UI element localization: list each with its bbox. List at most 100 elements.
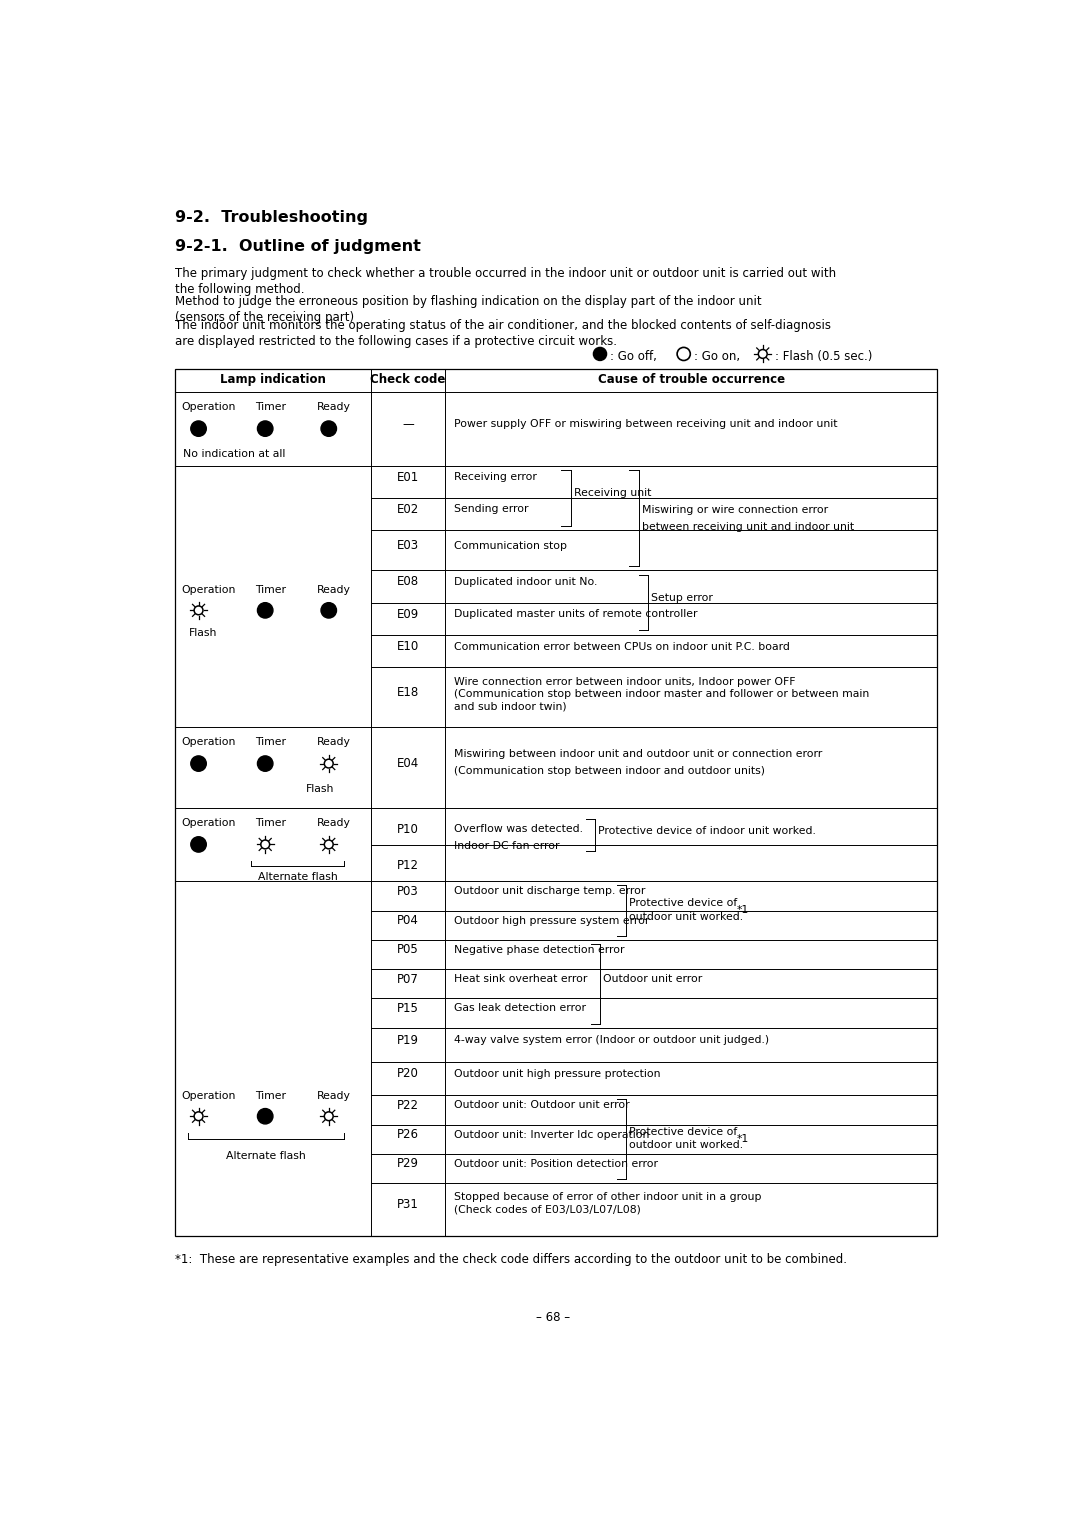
Circle shape	[191, 837, 206, 852]
Text: between receiving unit and indoor unit: between receiving unit and indoor unit	[642, 522, 854, 532]
Text: E10: E10	[396, 640, 419, 653]
Text: Check code: Check code	[370, 374, 445, 386]
Text: E03: E03	[396, 540, 419, 552]
Text: Timer: Timer	[255, 403, 286, 412]
Text: Flash: Flash	[189, 628, 218, 637]
Text: P29: P29	[396, 1157, 419, 1171]
Text: Operation: Operation	[181, 586, 235, 595]
Text: *1:  These are representative examples and the check code differs according to t: *1: These are representative examples an…	[175, 1252, 848, 1266]
Text: Overflow was detected.: Overflow was detected.	[455, 824, 583, 834]
Text: : Flash (0.5 sec.): : Flash (0.5 sec.)	[775, 351, 873, 363]
Text: *1: *1	[738, 1133, 750, 1144]
Text: Gas leak detection error: Gas leak detection error	[455, 1003, 586, 1014]
Text: P15: P15	[396, 1002, 419, 1016]
Text: P26: P26	[396, 1128, 419, 1141]
Text: E04: E04	[396, 756, 419, 770]
Text: Duplicated master units of remote controller: Duplicated master units of remote contro…	[455, 608, 698, 619]
Circle shape	[593, 348, 607, 360]
Text: Outdoor unit discharge temp. error: Outdoor unit discharge temp. error	[455, 886, 646, 897]
Circle shape	[321, 421, 337, 436]
Text: Heat sink overheat error: Heat sink overheat error	[455, 974, 588, 984]
Text: Method to judge the erroneous position by flashing indication on the display par: Method to judge the erroneous position b…	[175, 294, 761, 323]
Text: P10: P10	[396, 824, 419, 836]
Text: outdoor unit worked.: outdoor unit worked.	[630, 912, 743, 921]
Text: Ready: Ready	[318, 1090, 351, 1101]
Text: Receiving unit: Receiving unit	[573, 488, 651, 499]
Text: : Go on,: : Go on,	[693, 351, 740, 363]
Text: P07: P07	[396, 973, 419, 985]
Text: 9-2-1.  Outline of judgment: 9-2-1. Outline of judgment	[175, 239, 421, 255]
Text: Outdoor unit: Position detection error: Outdoor unit: Position detection error	[455, 1159, 659, 1170]
Text: Alternate flash: Alternate flash	[258, 872, 338, 881]
Text: Power supply OFF or miswiring between receiving unit and indoor unit: Power supply OFF or miswiring between re…	[455, 419, 838, 430]
Text: E01: E01	[396, 471, 419, 483]
Text: E18: E18	[396, 686, 419, 700]
Text: P19: P19	[396, 1034, 419, 1046]
Text: Timer: Timer	[255, 1090, 286, 1101]
Text: No indication at all: No indication at all	[183, 448, 285, 459]
Text: Alternate flash: Alternate flash	[226, 1151, 306, 1161]
Text: Timer: Timer	[255, 819, 286, 828]
Text: Protective device of indoor unit worked.: Protective device of indoor unit worked.	[598, 825, 816, 836]
Circle shape	[191, 421, 206, 436]
Text: outdoor unit worked.: outdoor unit worked.	[630, 1141, 743, 1150]
Text: Ready: Ready	[318, 403, 351, 412]
Circle shape	[257, 421, 273, 436]
Text: Operation: Operation	[181, 819, 235, 828]
Text: P05: P05	[397, 944, 419, 956]
Text: Receiving error: Receiving error	[455, 473, 537, 482]
Circle shape	[257, 756, 273, 772]
Text: Outdoor unit error: Outdoor unit error	[603, 974, 702, 984]
Text: Ready: Ready	[318, 586, 351, 595]
Text: 9-2.  Troubleshooting: 9-2. Troubleshooting	[175, 210, 368, 226]
Text: P20: P20	[396, 1068, 419, 1080]
Text: Operation: Operation	[181, 1090, 235, 1101]
Text: Operation: Operation	[181, 403, 235, 412]
Text: Lamp indication: Lamp indication	[220, 374, 326, 386]
Text: Stopped because of error of other indoor unit in a group
(Check codes of E03/L03: Stopped because of error of other indoor…	[455, 1193, 761, 1215]
Text: Outdoor unit: Inverter Idc operation: Outdoor unit: Inverter Idc operation	[455, 1130, 650, 1139]
Text: Flash: Flash	[306, 784, 334, 793]
Text: Protective device of: Protective device of	[630, 1127, 738, 1136]
Text: Sending error: Sending error	[455, 505, 529, 514]
Text: Communication error between CPUs on indoor unit P.C. board: Communication error between CPUs on indo…	[455, 642, 791, 651]
Text: P31: P31	[396, 1197, 419, 1211]
Text: Outdoor high pressure system error: Outdoor high pressure system error	[455, 915, 650, 926]
Text: P04: P04	[396, 913, 419, 927]
Text: Miswiring or wire connection error: Miswiring or wire connection error	[642, 505, 828, 515]
Circle shape	[257, 1109, 273, 1124]
Text: Cause of trouble occurrence: Cause of trouble occurrence	[597, 374, 785, 386]
Text: The primary judgment to check whether a trouble occurred in the indoor unit or o: The primary judgment to check whether a …	[175, 267, 836, 296]
Text: E02: E02	[396, 503, 419, 515]
Text: Outdoor unit high pressure protection: Outdoor unit high pressure protection	[455, 1069, 661, 1078]
Text: Indoor DC fan error: Indoor DC fan error	[455, 840, 559, 851]
Circle shape	[257, 602, 273, 618]
Text: Setup error: Setup error	[651, 593, 713, 602]
Text: Ready: Ready	[318, 738, 351, 747]
Text: Operation: Operation	[181, 738, 235, 747]
Text: Ready: Ready	[318, 819, 351, 828]
Text: P03: P03	[397, 884, 419, 898]
Text: Miswiring between indoor unit and outdoor unit or connection erorr: Miswiring between indoor unit and outdoo…	[455, 749, 823, 759]
Text: Timer: Timer	[255, 738, 286, 747]
Text: – 68 –: – 68 –	[537, 1312, 570, 1324]
Text: Wire connection error between indoor units, Indoor power OFF
(Communication stop: Wire connection error between indoor uni…	[455, 677, 869, 711]
Text: Timer: Timer	[255, 586, 286, 595]
Text: Negative phase detection error: Negative phase detection error	[455, 946, 625, 955]
Text: 4-way valve system error (Indoor or outdoor unit judged.): 4-way valve system error (Indoor or outd…	[455, 1035, 769, 1045]
Text: Outdoor unit: Outdoor unit error: Outdoor unit: Outdoor unit error	[455, 1101, 630, 1110]
Text: : Go off,: : Go off,	[610, 351, 657, 363]
Circle shape	[321, 602, 337, 618]
Text: Communication stop: Communication stop	[455, 541, 567, 551]
Bar	[175, 369, 937, 1235]
Text: The indoor unit monitors the operating status of the air conditioner, and the bl: The indoor unit monitors the operating s…	[175, 319, 832, 348]
Text: P12: P12	[396, 860, 419, 872]
Text: —: —	[402, 418, 414, 432]
Text: E09: E09	[396, 607, 419, 621]
Text: *1: *1	[738, 904, 750, 915]
Circle shape	[191, 756, 206, 772]
Text: P22: P22	[396, 1100, 419, 1112]
Text: Protective device of: Protective device of	[630, 898, 738, 907]
Text: (Communication stop between indoor and outdoor units): (Communication stop between indoor and o…	[455, 766, 766, 776]
Text: E08: E08	[396, 575, 419, 589]
